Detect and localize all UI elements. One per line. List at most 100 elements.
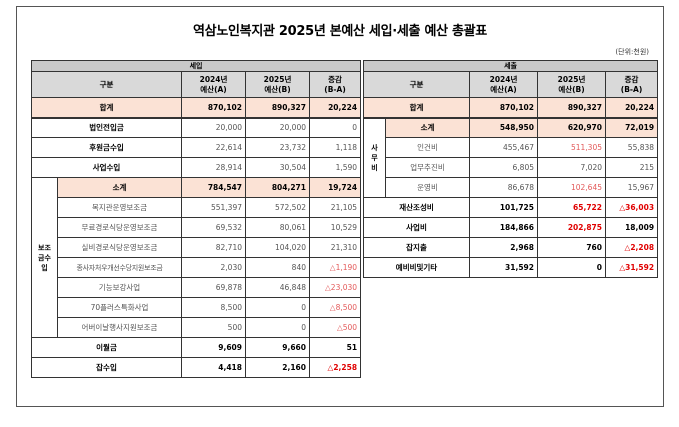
- row-value-b: 0: [245, 297, 310, 318]
- row-value-a: 455,467: [469, 137, 538, 158]
- expense-total-label: 합계: [363, 97, 470, 119]
- row-value-a: 82,710: [181, 237, 246, 258]
- subsidy-subtotal-row: 보조금수입 소계 784,547 804,271 19,724: [31, 177, 362, 338]
- table-row: 사업비 184,866 202,875 18,009: [363, 217, 659, 238]
- table-row: 예비비및기타 31,592 0 △31,592: [363, 257, 659, 278]
- table-row: 사업수입 28,914 30,504 1,590: [31, 157, 362, 178]
- row-value-d: △2,258: [308, 357, 362, 378]
- expense-header-category: 구분: [363, 71, 470, 98]
- row-value-a: 31,592: [469, 257, 538, 278]
- row-value-d: △8,500: [308, 297, 362, 318]
- income-header-category: 구분: [31, 71, 182, 98]
- row-value-a: 101,725: [469, 197, 538, 218]
- unit-label: (단위:천원): [615, 48, 649, 56]
- table-row: 실비경로식당운영보조금 82,710 104,020 21,310: [32, 237, 362, 258]
- subsidy-group-label: 보조금수입: [31, 177, 58, 338]
- expense-header-2025: 2025년 예산(B): [537, 71, 606, 98]
- row-value-a: 28,914: [181, 157, 246, 178]
- row-value-d: 21,310: [308, 237, 362, 258]
- row-value-b: 804,271: [245, 177, 310, 198]
- row-value-d: △500: [308, 317, 362, 338]
- table-row: 법인전입금 20,000 20,000 0: [31, 117, 362, 138]
- expense-group-header: 세출: [362, 60, 659, 72]
- row-value-d: 215: [604, 157, 659, 178]
- row-label: 어버이날행사지원보조금: [57, 317, 182, 338]
- row-value-a: 551,397: [181, 197, 246, 218]
- row-value-a: 69,532: [181, 217, 246, 238]
- row-value-b: 9,660: [245, 337, 310, 358]
- row-value-a: 784,547: [181, 177, 246, 198]
- income-header-2024: 2024년 예산(A): [181, 71, 246, 98]
- income-total-d: 20,224: [308, 97, 362, 119]
- row-value-b: 80,061: [245, 217, 310, 238]
- table-row: 종사자처우개선수당지원보조금 2,030 840 △1,190: [32, 257, 362, 278]
- row-value-d: 72,019: [604, 117, 659, 138]
- row-value-b: 0: [245, 317, 310, 338]
- row-value-b: 202,875: [537, 217, 606, 238]
- row-label: 소계: [57, 177, 182, 198]
- table-row: 이월금 9,609 9,660 51: [31, 337, 362, 358]
- row-label: 운영비: [385, 177, 470, 198]
- row-value-d: 21,105: [308, 197, 362, 218]
- row-value-b: 7,020: [537, 157, 606, 178]
- row-value-d: 19,724: [308, 177, 362, 198]
- row-value-a: 548,950: [469, 117, 538, 138]
- expense-total-d: 20,224: [604, 97, 659, 119]
- row-value-b: 104,020: [245, 237, 310, 258]
- row-label: 인건비: [385, 137, 470, 158]
- row-value-a: 6,805: [469, 157, 538, 178]
- income-total-row: 합계 870,102 890,327 20,224: [31, 97, 362, 119]
- row-value-a: 2,968: [469, 237, 538, 258]
- row-label: 기능보강사업: [57, 277, 182, 298]
- row-value-a: 22,614: [181, 137, 246, 158]
- table-row: 업무추진비 6,805 7,020 215: [364, 157, 659, 178]
- table-row: 기능보강사업 69,878 46,848 △23,030: [32, 277, 362, 298]
- row-label: 실비경로식당운영보조금: [57, 237, 182, 258]
- row-value-d: 0: [308, 117, 362, 138]
- row-label: 업무추진비: [385, 157, 470, 178]
- row-label: 사업수입: [31, 157, 182, 178]
- table-row: 인건비 455,467 511,305 55,838: [364, 137, 659, 158]
- income-total-label: 합계: [31, 97, 182, 119]
- table-row: 70플러스특화사업 8,500 0 △8,500: [32, 297, 362, 318]
- row-value-d: 1,590: [308, 157, 362, 178]
- row-label: 사업비: [363, 217, 470, 238]
- row-value-a: 184,866: [469, 217, 538, 238]
- income-header-diff: 증감 (B-A): [308, 71, 362, 98]
- row-value-d: △1,190: [308, 257, 362, 278]
- row-value-b: 23,732: [245, 137, 310, 158]
- row-value-b: 572,502: [245, 197, 310, 218]
- row-value-d: △31,592: [604, 257, 659, 278]
- row-value-b: 2,160: [245, 357, 310, 378]
- table-row: 잡수입 4,418 2,160 △2,258: [31, 357, 362, 378]
- row-value-d: 1,118: [308, 137, 362, 158]
- row-value-a: 500: [181, 317, 246, 338]
- row-value-a: 4,418: [181, 357, 246, 378]
- row-value-a: 9,609: [181, 337, 246, 358]
- row-label: 복지관운영보조금: [57, 197, 182, 218]
- budget-summary-frame: 역삼노인복지관 2025년 본예산 세입·세출 예산 총괄표 (단위:천원) 세…: [16, 6, 664, 407]
- row-label: 이월금: [31, 337, 182, 358]
- table-row: 후원금수입 22,614 23,732 1,118: [31, 137, 362, 158]
- expense-total-b: 890,327: [537, 97, 606, 119]
- expense-total-row: 합계 870,102 890,327 20,224: [363, 97, 659, 119]
- office-subtotal-row: 사무비 소계 548,950 620,970 72,019: [363, 117, 659, 198]
- row-value-a: 86,678: [469, 177, 538, 198]
- office-group-text: 사무비: [371, 143, 378, 172]
- table-row: 운영비 86,678 102,645 15,967: [364, 177, 659, 198]
- row-value-a: 20,000: [181, 117, 246, 138]
- table-row: 무료경로식당운영보조금 69,532 80,061 10,529: [32, 217, 362, 238]
- income-group-header: 세입: [30, 60, 362, 72]
- income-table: 세입 구분 2024년 예산(A) 2025년 예산(B) 증감 (B-A) 합…: [30, 60, 362, 378]
- table-row: 어버이날행사지원보조금 500 0 △500: [32, 317, 362, 338]
- row-value-b: 0: [537, 257, 606, 278]
- row-value-d: 15,967: [604, 177, 659, 198]
- expense-header-diff: 증감 (B-A): [604, 71, 659, 98]
- row-value-d: △2,208: [604, 237, 659, 258]
- row-value-b: 46,848: [245, 277, 310, 298]
- row-value-d: 55,838: [604, 137, 659, 158]
- row-value-b: 30,504: [245, 157, 310, 178]
- row-label: 잡수입: [31, 357, 182, 378]
- expense-total-a: 870,102: [469, 97, 538, 119]
- table-row: 재산조성비 101,725 65,722 △36,003: [363, 197, 659, 218]
